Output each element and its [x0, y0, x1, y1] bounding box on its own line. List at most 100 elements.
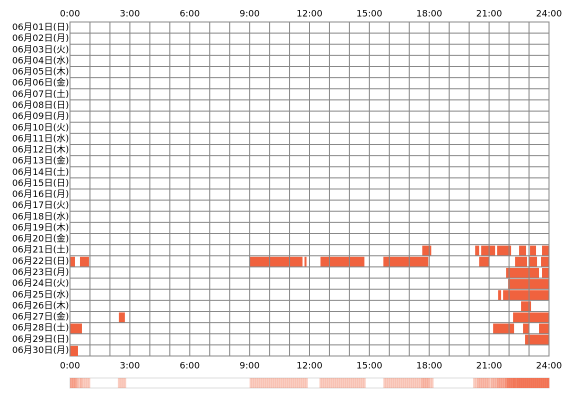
density-cell — [495, 378, 498, 388]
density-cell — [305, 378, 308, 388]
density-cell — [287, 378, 290, 388]
density-cell — [319, 378, 322, 388]
density-cell — [511, 378, 514, 388]
density-cell — [325, 378, 328, 388]
density-cell — [83, 378, 87, 388]
density-cell — [283, 378, 286, 388]
density-cell — [121, 378, 125, 388]
density-cell — [427, 378, 430, 388]
row-label: 06月20日(金) — [12, 233, 69, 245]
row-label: 06月18日(水) — [12, 210, 69, 222]
row-label: 06月07日(土) — [12, 88, 69, 100]
density-cell — [385, 378, 388, 388]
density-cell — [383, 378, 386, 388]
x-tick-label-bottom: 12:00 — [297, 362, 323, 372]
density-cell — [395, 378, 398, 388]
x-tick-label-bottom: 24:00 — [536, 362, 562, 372]
density-cell — [251, 378, 254, 388]
row-label: 06月16日(月) — [12, 189, 69, 200]
density-cell — [547, 378, 550, 388]
x-tick-label-bottom: 15:00 — [356, 362, 382, 372]
density-cell — [519, 378, 522, 388]
density-cell — [85, 378, 89, 388]
density-cell — [81, 378, 85, 388]
activity-segment — [383, 256, 429, 267]
x-tick-label-bottom: 6:00 — [180, 362, 200, 372]
density-cell — [341, 378, 344, 388]
density-cell — [527, 378, 530, 388]
row-label: 06月13日(金) — [12, 155, 69, 167]
density-cell — [293, 378, 296, 388]
density-cell — [285, 378, 288, 388]
density-cell — [321, 378, 324, 388]
x-tick-label-top: 3:00 — [120, 10, 140, 20]
density-cell — [249, 378, 252, 388]
density-cell — [353, 378, 356, 388]
row-label: 06月12日(木) — [12, 144, 69, 156]
density-cell — [403, 378, 406, 388]
density-cell — [253, 378, 256, 388]
density-cell — [295, 378, 298, 388]
density-cell — [543, 378, 546, 388]
density-cell — [363, 378, 366, 388]
density-cell — [413, 378, 416, 388]
activity-segment — [320, 256, 365, 267]
density-cell — [503, 378, 506, 388]
density-cell — [473, 378, 476, 388]
x-tick-label-bottom: 9:00 — [240, 362, 260, 372]
x-tick-label-top: 12:00 — [297, 10, 323, 20]
activity-segment — [493, 323, 515, 334]
density-cell — [281, 378, 284, 388]
density-cell — [279, 378, 282, 388]
row-label: 06月19日(木) — [12, 221, 69, 233]
activity-segment — [70, 345, 78, 356]
density-cell — [477, 378, 480, 388]
activity-segment — [481, 245, 496, 256]
row-label: 06月26日(木) — [12, 299, 69, 311]
activity-segment — [523, 323, 530, 334]
density-cell — [345, 378, 348, 388]
row-label: 06月09日(月) — [12, 111, 69, 122]
density-cell — [489, 378, 492, 388]
density-cell — [409, 378, 412, 388]
row-label: 06月17日(火) — [12, 200, 69, 211]
density-cell — [357, 378, 360, 388]
density-cell — [257, 378, 260, 388]
density-cell — [361, 378, 364, 388]
activity-segment — [541, 256, 549, 267]
density-cell — [545, 378, 548, 388]
activity-segment — [525, 334, 549, 345]
activity-segment — [304, 256, 307, 267]
x-tick-label-bottom: 3:00 — [120, 362, 140, 372]
density-cell — [87, 378, 91, 388]
activity-segment — [79, 256, 89, 267]
density-cell — [349, 378, 352, 388]
density-cell — [263, 378, 266, 388]
activity-segment — [539, 323, 549, 334]
density-cell — [355, 378, 358, 388]
density-cell — [499, 378, 502, 388]
activity-segment — [503, 290, 549, 301]
row-label: 06月24日(火) — [12, 278, 69, 289]
activity-segment — [529, 256, 538, 267]
density-cell — [535, 378, 538, 388]
density-cell — [423, 378, 426, 388]
density-cell — [529, 378, 532, 388]
density-cell — [431, 378, 434, 388]
x-tick-label-top: 24:00 — [536, 10, 562, 20]
x-tick-label-top: 15:00 — [356, 10, 382, 20]
x-tick-label-bottom: 0:00 — [60, 362, 80, 372]
row-label: 06月15日(日) — [12, 178, 69, 189]
density-cell — [269, 378, 272, 388]
density-cell — [73, 378, 77, 388]
activity-segment — [521, 301, 532, 312]
x-tick-label-top: 6:00 — [180, 10, 200, 20]
density-cell — [505, 378, 508, 388]
density-cell — [351, 378, 354, 388]
x-tick-label-bottom: 21:00 — [476, 362, 502, 372]
row-label: 06月27日(金) — [12, 311, 69, 323]
activity-segment — [422, 245, 432, 256]
density-cell — [525, 378, 528, 388]
density-cell — [387, 378, 390, 388]
density-cell — [491, 378, 494, 388]
